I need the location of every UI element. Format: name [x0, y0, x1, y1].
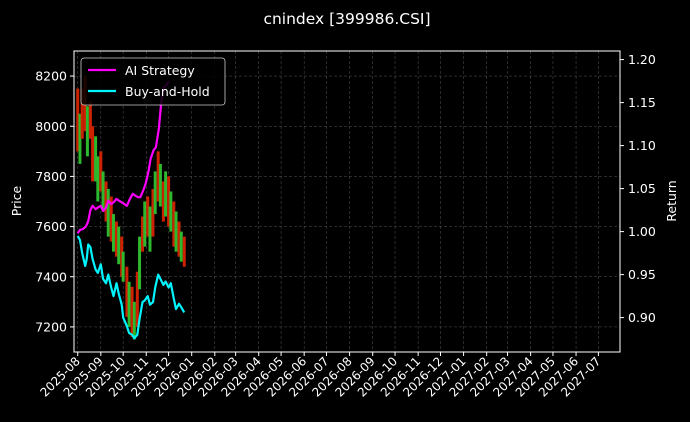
candle — [167, 176, 171, 227]
candle — [91, 126, 95, 182]
candle — [78, 113, 82, 164]
candle — [153, 171, 157, 215]
candle — [96, 156, 100, 202]
candle — [109, 196, 113, 242]
candle — [179, 231, 183, 262]
y-tick-label-left: 7200 — [35, 319, 67, 334]
y-tick-label-right: 1.20 — [628, 52, 656, 67]
right-axis: 0.90 0.95 1.00 1.05 1.10 1.15 1.20 — [620, 52, 656, 325]
candle — [169, 191, 173, 232]
candle — [88, 101, 92, 139]
legend-box — [80, 57, 226, 106]
candle — [182, 236, 186, 267]
lines-layer — [76, 80, 186, 340]
candle — [161, 181, 165, 222]
plot-frame — [73, 50, 621, 353]
candle — [111, 214, 115, 252]
y-axis-label-right: Return — [664, 180, 679, 221]
y-tick-label-left: 8200 — [35, 69, 67, 84]
candle — [146, 196, 150, 237]
candle — [174, 211, 178, 252]
candles-series — [76, 76, 186, 340]
candle — [94, 136, 98, 182]
candle — [151, 188, 155, 237]
candle — [101, 171, 105, 212]
y-tick-label-right: 1.05 — [628, 181, 656, 196]
candle — [114, 221, 118, 257]
candle — [121, 251, 125, 282]
y-tick-label-left: 7400 — [35, 269, 67, 284]
candle — [80, 88, 84, 139]
y-tick-label-right: 1.00 — [628, 224, 656, 239]
y-tick-label-right: 0.95 — [628, 267, 656, 282]
candle — [125, 266, 129, 317]
y-axis-label-left: Price — [9, 185, 24, 216]
candle — [127, 281, 131, 327]
y-tick-label-right: 1.15 — [628, 95, 656, 110]
candle — [76, 88, 80, 152]
legend-label-ai-strategy: AI Strategy — [125, 63, 195, 78]
y-tick-label-left: 7800 — [35, 169, 67, 184]
candle — [99, 151, 103, 192]
candle — [141, 216, 145, 252]
y-tick-label-right: 0.90 — [628, 310, 656, 325]
y-tick-label-right: 1.10 — [628, 138, 656, 153]
candle — [172, 201, 176, 247]
series-line-buy-and-hold — [76, 235, 186, 340]
candle — [130, 286, 134, 337]
left-axis: 7200 7400 7600 7800 8000 8200 — [35, 69, 74, 334]
candle — [138, 236, 142, 290]
candle — [156, 151, 160, 202]
candle — [104, 181, 108, 222]
candle — [132, 301, 136, 340]
candle — [177, 221, 181, 257]
x-axis: 2025-082025-092025-102025-112025-122026-… — [37, 352, 604, 400]
candle — [135, 271, 139, 327]
candle — [106, 188, 110, 237]
legend: AI Strategy Buy-and-Hold — [80, 57, 226, 106]
legend-label-buy-and-hold: Buy-and-Hold — [125, 84, 210, 99]
candle — [85, 106, 89, 157]
candle — [117, 226, 121, 265]
candle — [143, 201, 147, 247]
y-tick-label-left: 7600 — [35, 219, 67, 234]
y-tick-label-left: 8000 — [35, 119, 67, 134]
candle — [164, 171, 168, 217]
candle — [148, 206, 152, 252]
chart-title: cnindex [399986.CSI] — [263, 10, 430, 28]
candle — [158, 163, 162, 207]
series-line-ai-strategy — [76, 80, 170, 234]
